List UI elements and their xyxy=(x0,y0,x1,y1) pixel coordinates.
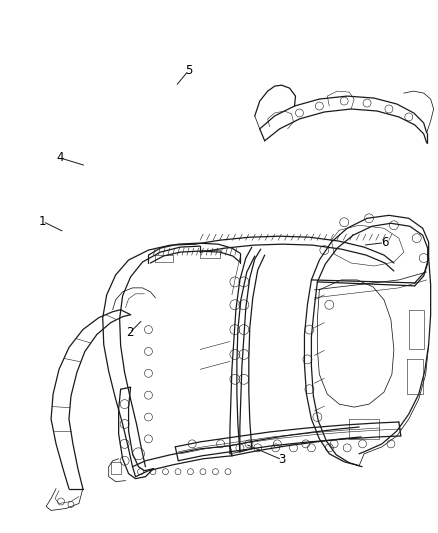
Text: 1: 1 xyxy=(39,215,46,228)
Text: 5: 5 xyxy=(185,64,192,77)
Text: 4: 4 xyxy=(57,151,64,164)
Text: 6: 6 xyxy=(381,236,388,249)
Text: 3: 3 xyxy=(279,453,286,466)
Text: 2: 2 xyxy=(126,326,134,339)
